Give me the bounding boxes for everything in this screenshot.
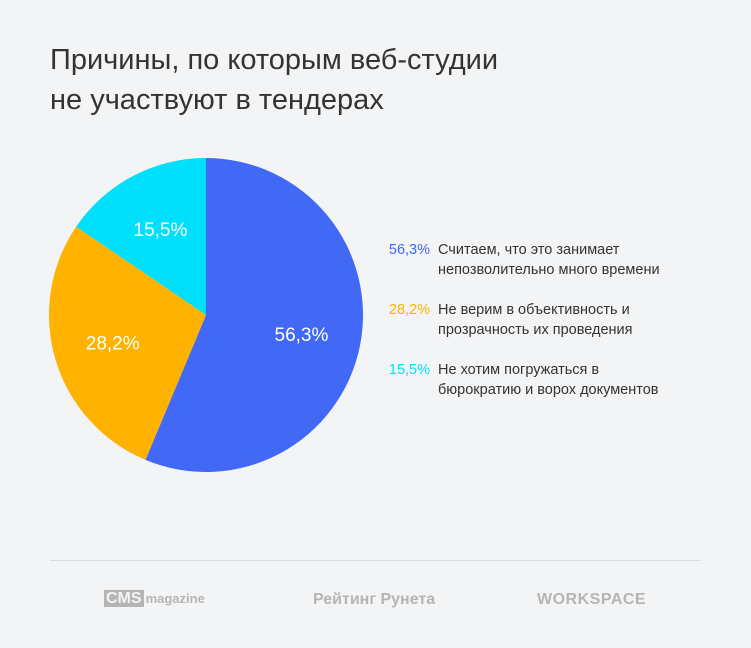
- cms-logo-box: CMS: [104, 590, 144, 607]
- rating-runeta-logo: Рейтинг Рунета: [313, 591, 436, 608]
- page-title: Причины, по которым веб-студии не участв…: [50, 40, 498, 120]
- title-line-2: не участвуют в тендерах: [50, 84, 384, 116]
- pie-slice: [48, 226, 206, 460]
- legend-item: 15,5% Не хотим погружаться в бюрократию и…: [384, 360, 724, 400]
- pie-slice-label: 15,5%: [134, 220, 188, 241]
- legend-item: 56,3% Считаем, что это занимает непозволи…: [384, 240, 724, 280]
- cms-magazine-logo: CMS magazine: [104, 590, 205, 607]
- legend: 56,3% Считаем, что это занимает непозволи…: [384, 240, 724, 420]
- pie-slice-label: 28,2%: [86, 334, 140, 355]
- pie-slice: [76, 158, 207, 315]
- legend-label-line: прозрачность их проведения: [438, 322, 633, 338]
- title-line-1: Причины, по которым веб-студии: [50, 44, 499, 76]
- legend-item: 28,2% Не верим в объективность и прозрачн…: [384, 300, 724, 340]
- workspace-logo: WORKSPACE: [537, 591, 647, 608]
- legend-label-line: Считаем, что это занимает: [438, 242, 620, 258]
- legend-label-line: бюрократию и ворох документов: [438, 382, 659, 398]
- legend-label-line: Не хотим погружаться в: [438, 362, 600, 378]
- legend-percent: 28,2%: [388, 302, 430, 318]
- legend-percent: 56,3%: [388, 242, 430, 258]
- pie-slice-label: 56,3%: [275, 325, 329, 346]
- cms-logo-text: magazine: [145, 591, 205, 606]
- legend-label-line: Не верим в объективность и: [438, 302, 630, 318]
- pie-slice: [145, 158, 363, 472]
- footer-divider: [50, 560, 701, 561]
- legend-percent: 15,5%: [388, 362, 430, 378]
- legend-label-line: непозволительно много времени: [438, 262, 660, 278]
